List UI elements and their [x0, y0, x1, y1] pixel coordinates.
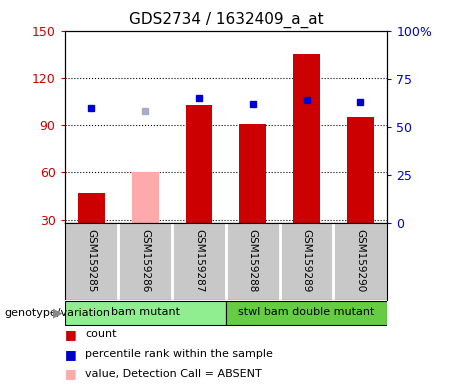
Bar	[239, 124, 266, 223]
Text: stwl bam double mutant: stwl bam double mutant	[238, 308, 375, 318]
Text: GSM159288: GSM159288	[248, 229, 258, 292]
Text: genotype/variation: genotype/variation	[5, 308, 111, 318]
Bar	[347, 117, 374, 223]
Text: GSM159289: GSM159289	[301, 229, 312, 292]
Text: GSM159286: GSM159286	[140, 229, 150, 292]
Text: count: count	[85, 329, 117, 339]
Text: ■: ■	[65, 328, 76, 341]
Text: bam mutant: bam mutant	[111, 308, 180, 318]
Title: GDS2734 / 1632409_a_at: GDS2734 / 1632409_a_at	[129, 12, 323, 28]
Bar	[226, 301, 387, 325]
Text: GSM159290: GSM159290	[355, 229, 366, 292]
Text: ■: ■	[65, 348, 76, 361]
Text: ▶: ▶	[53, 306, 62, 319]
Bar	[293, 54, 320, 223]
Bar	[78, 193, 105, 223]
Bar	[185, 105, 213, 223]
Text: GSM159285: GSM159285	[86, 229, 96, 292]
Bar	[65, 301, 226, 325]
Text: ■: ■	[65, 367, 76, 381]
Bar	[132, 172, 159, 223]
Text: GSM159287: GSM159287	[194, 229, 204, 292]
Text: percentile rank within the sample: percentile rank within the sample	[85, 349, 273, 359]
Text: value, Detection Call = ABSENT: value, Detection Call = ABSENT	[85, 369, 262, 379]
